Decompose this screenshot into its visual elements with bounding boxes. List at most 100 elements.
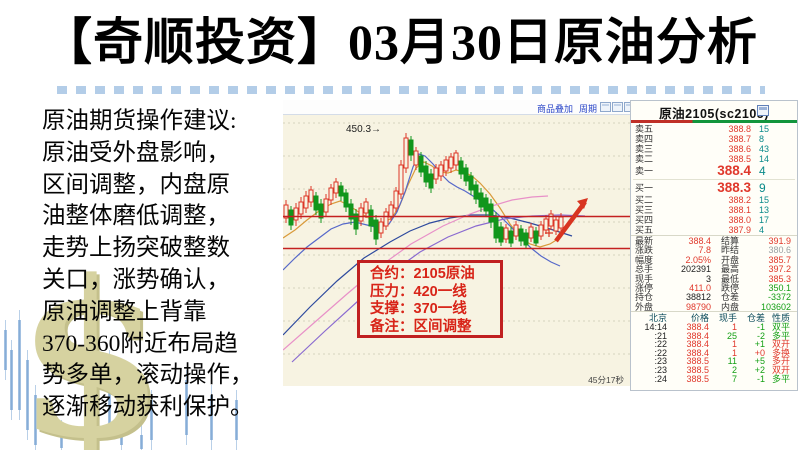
tick-cell: 多开 [772,356,791,367]
advice-text: 原油期货操作建议: 原油受外盘影响， 区间调整，内盘原 油整体磨低调整， 走势上扬突破整… [42,106,290,424]
candle-body [408,139,414,156]
advice-line: 逐渐移动获利保护。 [42,394,254,421]
chart-menubar: 商品叠加 周期 [283,100,635,115]
book-level-label: 卖二 [635,154,654,164]
tick-header-cell: 北京 [648,313,667,323]
chart-toolbar-button-2[interactable] [612,102,623,112]
tick-cell: 双开 [772,364,791,375]
chart-window: 商品叠加 周期 450.3→ 合约：2105原油 压力：420一线 支撑：370一线… [283,100,635,386]
watermark-wick [109,350,110,440]
order-book-row[interactable]: 卖二 388.5 14 [631,154,797,164]
tick-cell: 1 [731,339,737,350]
kline-chart: 450.3→ [283,115,630,386]
candle-body [523,232,529,246]
tick-cell: +1 [754,339,765,350]
order-book-row[interactable]: 买五 387.9 4 [631,225,797,235]
book-price: 388.5 [728,154,751,164]
tick-header-cell: 现手 [718,313,737,323]
stats-row: 外盘 98790 内盘 103602 [631,302,797,312]
quote-panel: 原油2105(sc2105) 卖五 388.8 15 卖四 388.7 8 卖三 388.6 4… [630,100,798,391]
order-book-row[interactable]: 买四 388.0 17 [631,215,797,225]
order-book-row[interactable]: 卖一 388.4 4 [631,164,797,179]
tick-cell: 388.4 [686,339,709,350]
restore-window-icon[interactable] [757,105,769,116]
order-book-row[interactable]: 买一 388.3 9 [631,180,797,196]
candle-body [393,190,399,209]
buy-sell-ratio-bar [631,120,797,123]
book-price: 387.9 [728,225,751,235]
ma-slow-purple [291,214,586,363]
order-book-row[interactable]: 卖四 388.7 8 [631,134,797,144]
stat-value: 350.1 [768,282,791,293]
menu-item-commodity-overlay[interactable]: 商品叠加 [537,104,574,114]
stat-value: 2.05% [685,254,711,265]
book-qty: 4 [759,225,765,235]
tick-row: :22 388.4 1 +1 双开 [631,340,797,349]
watermark-bar [34,395,37,445]
candle-body [313,195,319,211]
candle-body [293,207,299,221]
candle-body [318,203,324,219]
candle-body [433,167,439,180]
watermark-wick [236,390,237,450]
stat-label: 总手 [635,264,654,275]
candle-body [558,216,564,229]
candle-body [378,221,384,234]
stat-value: 385.3 [768,273,791,284]
order-book-row[interactable]: 买三 388.1 13 [631,205,797,215]
tick-cell: 1 [731,322,737,332]
stat-value: 202391 [680,264,711,275]
watermark-bar [185,380,188,435]
stats-row: 持仓 38812 仓差 -3372 [631,292,797,303]
candle-body [498,226,504,243]
candle-body [403,137,409,169]
watermark-bar [140,435,143,449]
candle-body [308,189,314,203]
tick-cell: 388.5 [686,356,709,367]
candle-body [363,201,369,214]
watermark-wick [61,420,62,450]
watermark-bar [210,395,213,440]
candle-body [438,164,444,177]
stats-row: 总手 202391 最高 397.2 [631,264,797,275]
tick-cell: -2 [756,330,765,341]
annotation-line: 压力：420一线 [370,283,467,300]
watermark-wick [11,340,12,420]
stats-row: 涨跌 7.8 昨结 380.6 [631,245,797,256]
stat-label: 开盘 [721,254,740,265]
tick-header-cell: 仓差 [746,313,765,323]
book-level-label: 买五 [635,225,654,235]
watermark-bar [96,380,99,425]
watermark-wick [27,350,28,440]
candle-body [528,226,534,239]
menu-item-period[interactable]: 周期 [579,104,598,114]
candle-body [543,218,549,231]
candle-body [338,185,344,197]
book-level-label: 卖五 [635,124,654,134]
candle-body [428,173,434,189]
candle-body [353,213,359,230]
tick-cell: 多平 [772,373,791,384]
stat-label: 持仓 [635,292,654,303]
chart-toolbar-button-1[interactable] [600,102,611,112]
book-price: 388.3 [717,180,751,195]
candle-body [553,219,559,232]
tick-cell: +0 [754,347,765,358]
dollar-watermark-icon: $ [16,233,166,450]
candle-body [483,197,489,212]
candle-body [513,224,519,237]
tick-header-cell: 价格 [690,313,709,323]
book-level-label: 卖一 [635,166,654,176]
stat-value: 380.6 [768,245,791,256]
contract-title: 原油2105(sc2105) [659,107,769,121]
stat-label: 仓差 [721,292,740,303]
order-book-row[interactable]: 卖五 388.8 15 [631,124,797,134]
order-book-row[interactable]: 买二 388.2 15 [631,195,797,205]
candle-body [368,209,374,227]
stat-label: 涨跌 [635,245,654,256]
stat-value: 3 [705,273,711,284]
order-book-row[interactable]: 卖三 388.6 43 [631,144,797,154]
watermark-bar [60,430,63,448]
candle-body [478,192,484,208]
